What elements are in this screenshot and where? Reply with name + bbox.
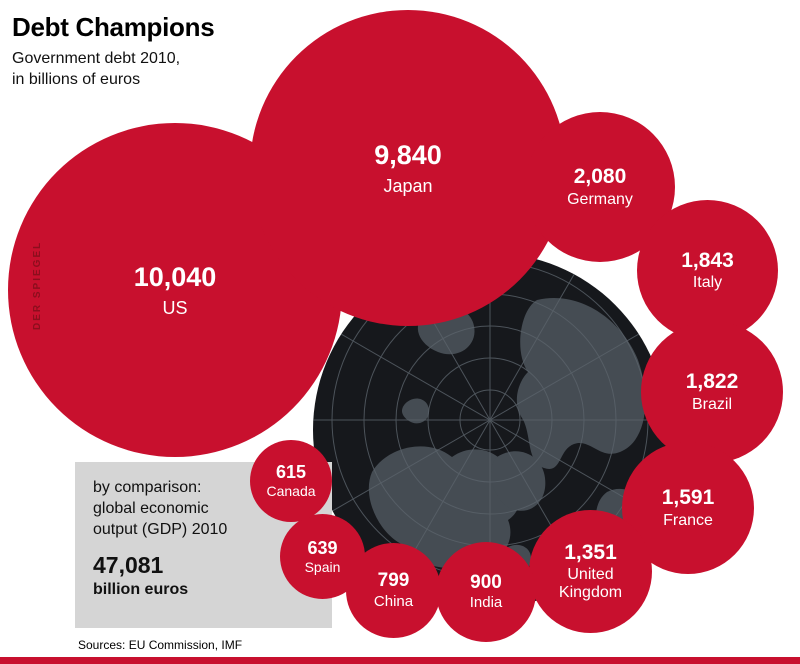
comparison-unit: billion euros <box>93 581 189 599</box>
bubble-label: Japan <box>383 175 433 196</box>
bottom-red-bar <box>0 657 800 664</box>
bubble-label: India <box>469 594 503 612</box>
comparison-line: output (GDP) 2010 <box>93 521 228 539</box>
bubble-value: 10,040 <box>133 262 217 293</box>
bubble-value: 615 <box>275 462 307 483</box>
bubble-value: 1,843 <box>681 248 734 272</box>
bubble-italy: 1,843 Italy <box>637 200 778 341</box>
bubble-value: 1,351 <box>564 540 617 564</box>
bubble-label: United Kingdom <box>558 566 623 602</box>
bubble-value: 639 <box>307 537 338 558</box>
bubble-label: Brazil <box>691 395 732 413</box>
subtitle-line-1: Government debt 2010, <box>12 50 181 67</box>
bubble-spain: 639 Spain <box>280 514 365 599</box>
der-spiegel-watermark: DER SPIEGEL <box>32 240 43 330</box>
sources-note: Sources: EU Commission, IMF <box>78 638 243 652</box>
bubble-value: 799 <box>377 570 410 592</box>
bubble-label: US <box>162 297 188 318</box>
bubble-value: 1,591 <box>661 486 715 510</box>
bubble-label: Italy <box>692 274 723 292</box>
bubble-label: France <box>663 511 713 529</box>
comparison-line: by comparison: <box>93 479 202 496</box>
bubble-india: 900 India <box>436 542 536 642</box>
bubble-label: China <box>373 592 414 610</box>
bubble-value: 900 <box>470 571 502 593</box>
comparison-value: 47,081 <box>93 552 164 579</box>
comparison-line: global economic <box>93 500 209 518</box>
subtitle-line-2: in billions of euros <box>12 70 141 88</box>
globe-graphic <box>313 253 667 607</box>
bubble-label: Spain <box>304 558 341 575</box>
bubble-label: Canada <box>266 483 316 500</box>
bubble-value: 9,840 <box>374 140 442 171</box>
bubble-value: 1,822 <box>685 370 739 394</box>
page-title: Debt Champions <box>12 12 215 42</box>
header: Debt Champions Government debt 2010, in … <box>12 12 215 91</box>
bubble-japan: 9,840 Japan <box>250 10 566 326</box>
chart-subtitle: Government debt 2010, in billions of eur… <box>12 49 214 91</box>
bubble-united-kingdom: 1,351 United Kingdom <box>529 510 652 633</box>
bubble-value: 2,080 <box>573 165 627 189</box>
bubble-brazil: 1,822 Brazil <box>641 321 783 463</box>
bubble-canada: 615 Canada <box>250 440 332 522</box>
bubble-label: Germany <box>567 190 633 208</box>
